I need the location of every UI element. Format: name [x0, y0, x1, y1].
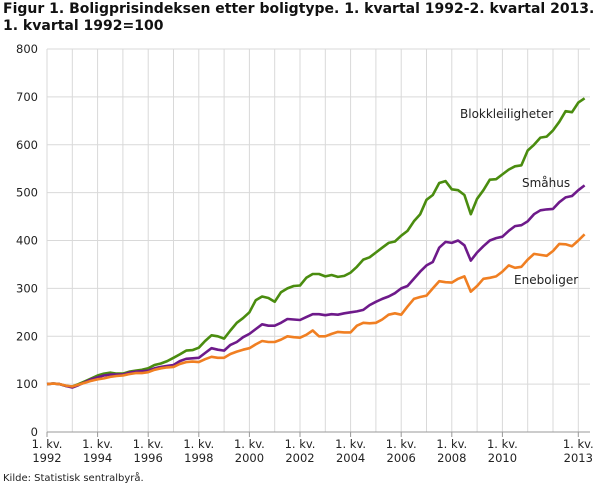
x-tick-label-line2: 2000: [235, 451, 264, 465]
series-line-smhus: [46, 184, 586, 389]
x-tick-label-line2: 1998: [184, 451, 213, 465]
x-tick-label-line2: 2010: [488, 451, 517, 465]
series-labels: Blokkleiligheter Småhus Eneboliger: [460, 107, 578, 287]
series-line-eneboliger: [46, 233, 586, 388]
series-line-blokkleiligheter: [46, 97, 586, 388]
x-tick-label-line1: 1. kv.: [234, 437, 265, 451]
x-tick-label-line1: 1. kv.: [285, 437, 316, 451]
y-axis-ticks: 0 100 200 300 400 500 600 700 800: [16, 42, 38, 439]
x-tick-label-line1: 1. kv.: [133, 437, 164, 451]
series-label: Blokkleiligheter: [460, 107, 553, 121]
x-tick-label-line2: 2013: [564, 451, 593, 465]
x-tick-label-line2: 2008: [437, 451, 466, 465]
x-tick-label-line2: 1994: [83, 451, 112, 465]
x-tick-label-line1: 1. kv.: [183, 437, 214, 451]
x-tick-label-line2: 2006: [387, 451, 416, 465]
x-tick-label-line1: 1. kv.: [386, 437, 417, 451]
y-tick-label: 800: [16, 42, 38, 56]
gridlines: [46, 48, 590, 433]
y-tick-label: 400: [16, 234, 38, 248]
x-tick-label-line2: 2004: [336, 451, 365, 465]
x-tick-label-line1: 1. kv.: [436, 437, 467, 451]
y-tick-label: 700: [16, 90, 38, 104]
y-tick-label: 300: [16, 281, 38, 295]
series-lines: [46, 97, 586, 389]
y-tick-label: 500: [16, 186, 38, 200]
x-tick-label-line2: 1996: [134, 451, 163, 465]
y-tick-label: 200: [16, 329, 38, 343]
x-tick-label-line1: 1. kv.: [563, 437, 594, 451]
y-tick-label: 100: [16, 377, 38, 391]
x-tick-label-line1: 1. kv.: [335, 437, 366, 451]
source-note: Kilde: Statistisk sentralbyrå.: [3, 473, 144, 484]
x-tick-label-line2: 1992: [32, 451, 61, 465]
chart-title: Figur 1. Boligprisindeksen etter boligty…: [3, 1, 595, 34]
x-tick-label-line1: 1. kv.: [487, 437, 518, 451]
x-tick-label-line1: 1. kv.: [32, 437, 63, 451]
series-label: Småhus: [522, 176, 570, 190]
x-tick-label-line2: 2002: [285, 451, 314, 465]
x-tick-label-line1: 1. kv.: [82, 437, 113, 451]
y-tick-label: 0: [31, 425, 38, 439]
y-tick-label: 600: [16, 138, 38, 152]
series-label: Eneboliger: [514, 273, 578, 287]
